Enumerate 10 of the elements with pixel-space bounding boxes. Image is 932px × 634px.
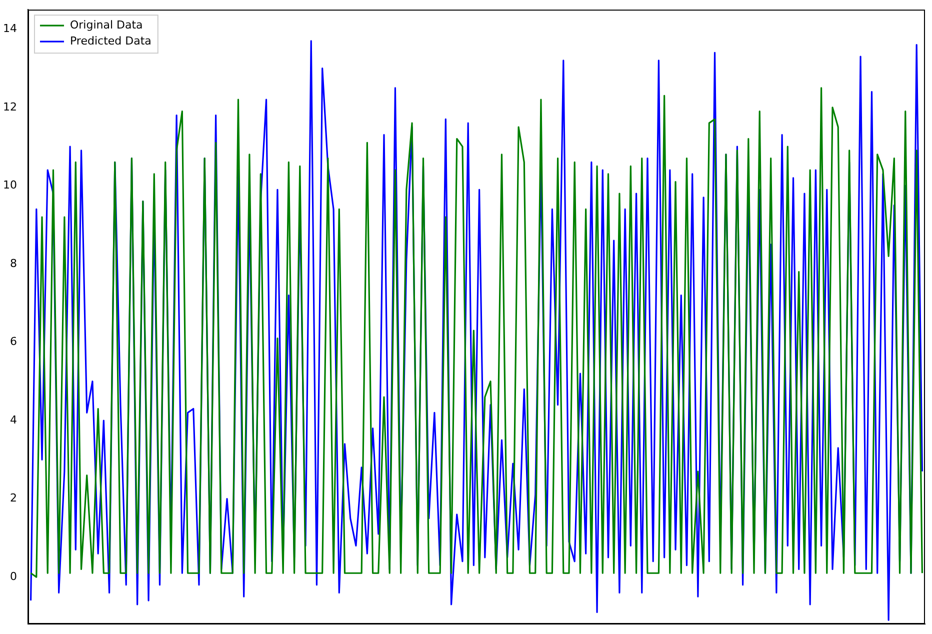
legend-label: Predicted Data (70, 34, 152, 48)
y-tick-label: 2 (10, 492, 17, 505)
y-tick-label: 10 (2, 178, 17, 192)
y-tick-label: 0 (10, 570, 17, 583)
y-tick-label: 6 (10, 335, 17, 348)
y-tick-label: 8 (10, 256, 17, 270)
y-tick-label: 12 (2, 100, 17, 114)
y-tick-label: 14 (2, 22, 17, 36)
legend-label: Original Data (70, 18, 143, 32)
y-tick-label: 4 (10, 413, 17, 426)
